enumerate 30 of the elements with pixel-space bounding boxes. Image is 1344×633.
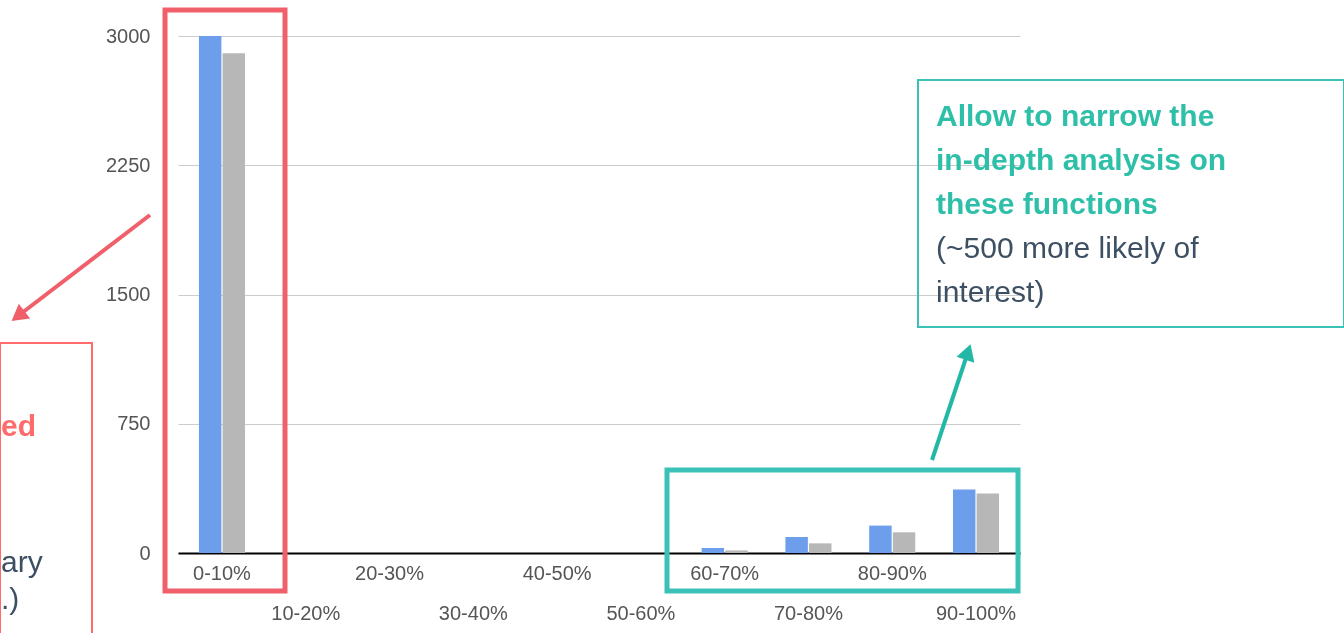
x-tick-label: 90-100% [935, 601, 1017, 624]
text: ed [1, 409, 37, 442]
y-tick-label: 3000 [106, 24, 151, 47]
x-tick-label: 40-50% [522, 561, 592, 584]
x-tick-label: 50-60% [606, 601, 676, 624]
annotation: Allow to narrow the in-depth analysis on these functions [936, 99, 1227, 220]
y-tick-label: 0 [139, 541, 151, 564]
x-tick-label: 20-30% [355, 561, 425, 584]
y-tick-label: 1500 [106, 283, 151, 305]
bar [892, 532, 916, 553]
bar [222, 53, 246, 553]
text: ary [1, 545, 43, 578]
y-tick-label: 750 [117, 412, 151, 435]
text: .) [1, 582, 20, 615]
x-tick-label: 60-70% [690, 561, 760, 584]
x-tick-label: 0-10% [193, 561, 252, 584]
bar [198, 36, 222, 553]
bar [869, 525, 892, 553]
bar [785, 536, 808, 553]
bar [952, 489, 976, 553]
annotation: (~500 more likely of interest) [936, 231, 1200, 308]
y-tick-label: 2250 [106, 153, 151, 176]
bar [976, 493, 1000, 553]
x-tick-label: 30-40% [438, 601, 509, 624]
x-tick-label: 10-20% [271, 601, 341, 624]
x-tick-label: 80-90% [857, 561, 927, 584]
bar [701, 548, 725, 553]
bar [725, 550, 748, 553]
bar [809, 543, 832, 553]
x-tick-label: 70-80% [773, 601, 844, 624]
